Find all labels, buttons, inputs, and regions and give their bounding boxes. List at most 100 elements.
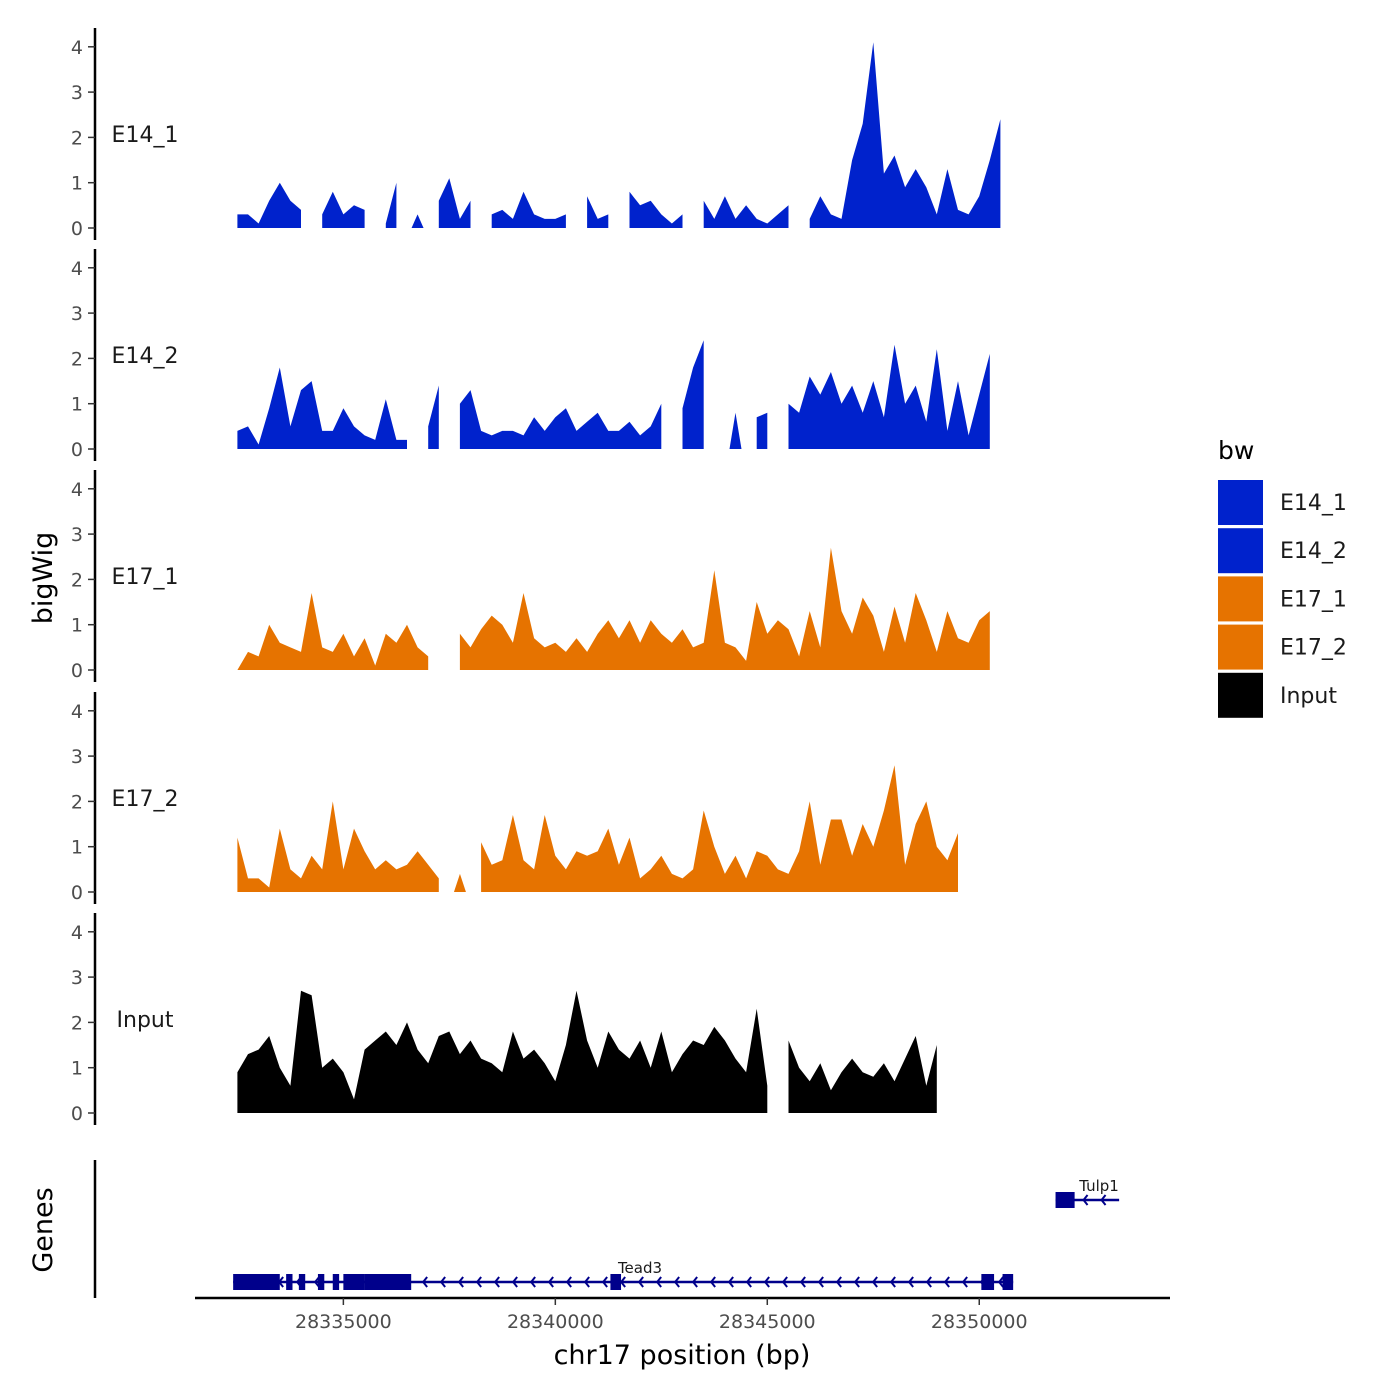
x-tick-label: 28340000	[507, 1311, 604, 1333]
y-tick-label: 1	[71, 615, 83, 637]
signal-area-E14_1	[587, 196, 609, 228]
track-label-E14_1: E14_1	[112, 123, 179, 148]
y-tick-label: 4	[71, 37, 83, 59]
y-tick-label: 0	[71, 660, 83, 682]
strand-chevron	[907, 1276, 914, 1288]
y-tick-label: 4	[71, 922, 83, 944]
gene-label-Tulp1: Tulp1	[1078, 1177, 1119, 1195]
genes-track-title: Genes	[28, 1187, 59, 1272]
legend-key-E17_2	[1218, 624, 1263, 670]
gene-annotation-track: Tead3 Tulp1	[93, 1160, 1120, 1298]
legend-label-E14_2: E14_2	[1280, 539, 1347, 564]
signal-area-E14_1	[385, 182, 397, 228]
y-tick-label: 4	[71, 701, 83, 723]
gene-exon	[233, 1274, 280, 1290]
strand-chevron	[421, 1276, 428, 1288]
strand-chevron	[673, 1276, 680, 1288]
x-axis-title: chr17 position (bp)	[554, 1340, 811, 1371]
y-tick-label: 3	[71, 746, 83, 768]
strand-chevron	[781, 1276, 788, 1288]
track-E14_1: 0 1 2 3 4 E14_1	[71, 28, 1001, 240]
legend-label-E14_1: E14_1	[1280, 491, 1347, 516]
strand-chevron	[475, 1276, 482, 1288]
y-tick-label: 0	[71, 439, 83, 461]
signal-area-E14_1	[237, 182, 301, 228]
track-label-E17_1: E17_1	[112, 565, 179, 590]
gene-Tead3: Tead3	[233, 1259, 1014, 1290]
signal-area-E17_1	[237, 593, 429, 670]
y-tick-label: 0	[71, 218, 83, 240]
strand-chevron	[637, 1276, 644, 1288]
y-axis-title: bigWig	[28, 532, 59, 625]
strand-chevron	[889, 1276, 896, 1288]
gene-exon	[1002, 1274, 1014, 1290]
track-Input: 0 1 2 3 4 Input	[71, 913, 937, 1125]
y-tick-label: 3	[71, 524, 83, 546]
x-tick-label: 28335000	[295, 1311, 392, 1333]
strand-chevron	[457, 1276, 464, 1288]
signal-area-E17_2	[453, 873, 466, 892]
strand-chevron	[511, 1276, 518, 1288]
strand-chevron	[691, 1276, 698, 1288]
signal-area-E14_2	[428, 385, 439, 449]
signal-tracks: 0 1 2 3 4 E14_1 0 1 2 3 4 E14_2 0 1 2 3 4 E17_1 0 1 2 3 4 E17_2…	[71, 28, 1001, 1125]
track-E17_1: 0 1 2 3 4 E17_1	[71, 470, 990, 682]
strand-chevron	[601, 1276, 608, 1288]
strand-chevron	[1100, 1194, 1107, 1206]
y-tick-label: 4	[71, 258, 83, 280]
signal-area-E17_2	[237, 801, 439, 892]
signal-area-E14_1	[438, 178, 471, 228]
track-label-Input: Input	[117, 1008, 174, 1033]
x-tick-label: 28345000	[719, 1311, 816, 1333]
signal-area-E14_1	[411, 214, 424, 228]
gene-exon	[317, 1274, 325, 1290]
strand-chevron	[727, 1276, 734, 1288]
signal-area-E14_1	[322, 191, 365, 228]
signal-area-E14_1	[809, 42, 1001, 228]
signal-area-E17_2	[481, 765, 958, 892]
track-E17_2: 0 1 2 3 4 E17_2	[71, 692, 958, 904]
y-tick-label: 2	[71, 127, 83, 149]
strand-chevron	[997, 1276, 1004, 1288]
signal-area-Input	[237, 990, 768, 1113]
legend-title: bw	[1218, 436, 1254, 465]
legend: bw E14_1 E14_2 E17_1 E17_2 Input	[1218, 436, 1347, 718]
legend-key-E14_2	[1218, 528, 1263, 574]
track-E14_2: 0 1 2 3 4 E14_2	[71, 249, 990, 461]
strand-chevron	[655, 1276, 662, 1288]
y-tick-label: 2	[71, 348, 83, 370]
strand-chevron	[817, 1276, 824, 1288]
strand-chevron	[763, 1276, 770, 1288]
strand-chevron	[313, 1276, 320, 1288]
strand-chevron	[853, 1276, 860, 1288]
gene-exon	[332, 1274, 340, 1290]
strand-chevron	[1082, 1194, 1089, 1206]
legend-label-E17_2: E17_2	[1280, 636, 1347, 661]
signal-area-E14_1	[703, 196, 789, 228]
y-tick-label: 4	[71, 479, 83, 501]
strand-chevron	[799, 1276, 806, 1288]
signal-area-E14_2	[756, 412, 768, 449]
signal-area-E14_2	[237, 367, 407, 449]
strand-chevron	[565, 1276, 572, 1288]
x-axis: 28335000 28340000 28345000 28350000	[195, 1296, 1170, 1333]
gene-Tulp1: Tulp1	[1055, 1177, 1120, 1208]
strand-chevron	[493, 1276, 500, 1288]
strand-chevron	[871, 1276, 878, 1288]
y-tick-label: 0	[71, 882, 83, 904]
signal-area-E17_1	[459, 547, 990, 670]
strand-chevron	[745, 1276, 752, 1288]
y-tick-label: 1	[71, 837, 83, 859]
gene-label-Tead3: Tead3	[617, 1259, 662, 1277]
strand-chevron	[439, 1276, 446, 1288]
strand-chevron	[961, 1276, 968, 1288]
signal-area-E14_1	[491, 191, 566, 228]
x-tick-label: 28350000	[931, 1311, 1028, 1333]
strand-chevron	[529, 1276, 536, 1288]
gene-exon	[286, 1274, 293, 1290]
y-tick-label: 2	[71, 1012, 83, 1034]
strand-chevron	[925, 1276, 932, 1288]
signal-area-E14_1	[629, 191, 683, 228]
y-tick-label: 2	[71, 569, 83, 591]
